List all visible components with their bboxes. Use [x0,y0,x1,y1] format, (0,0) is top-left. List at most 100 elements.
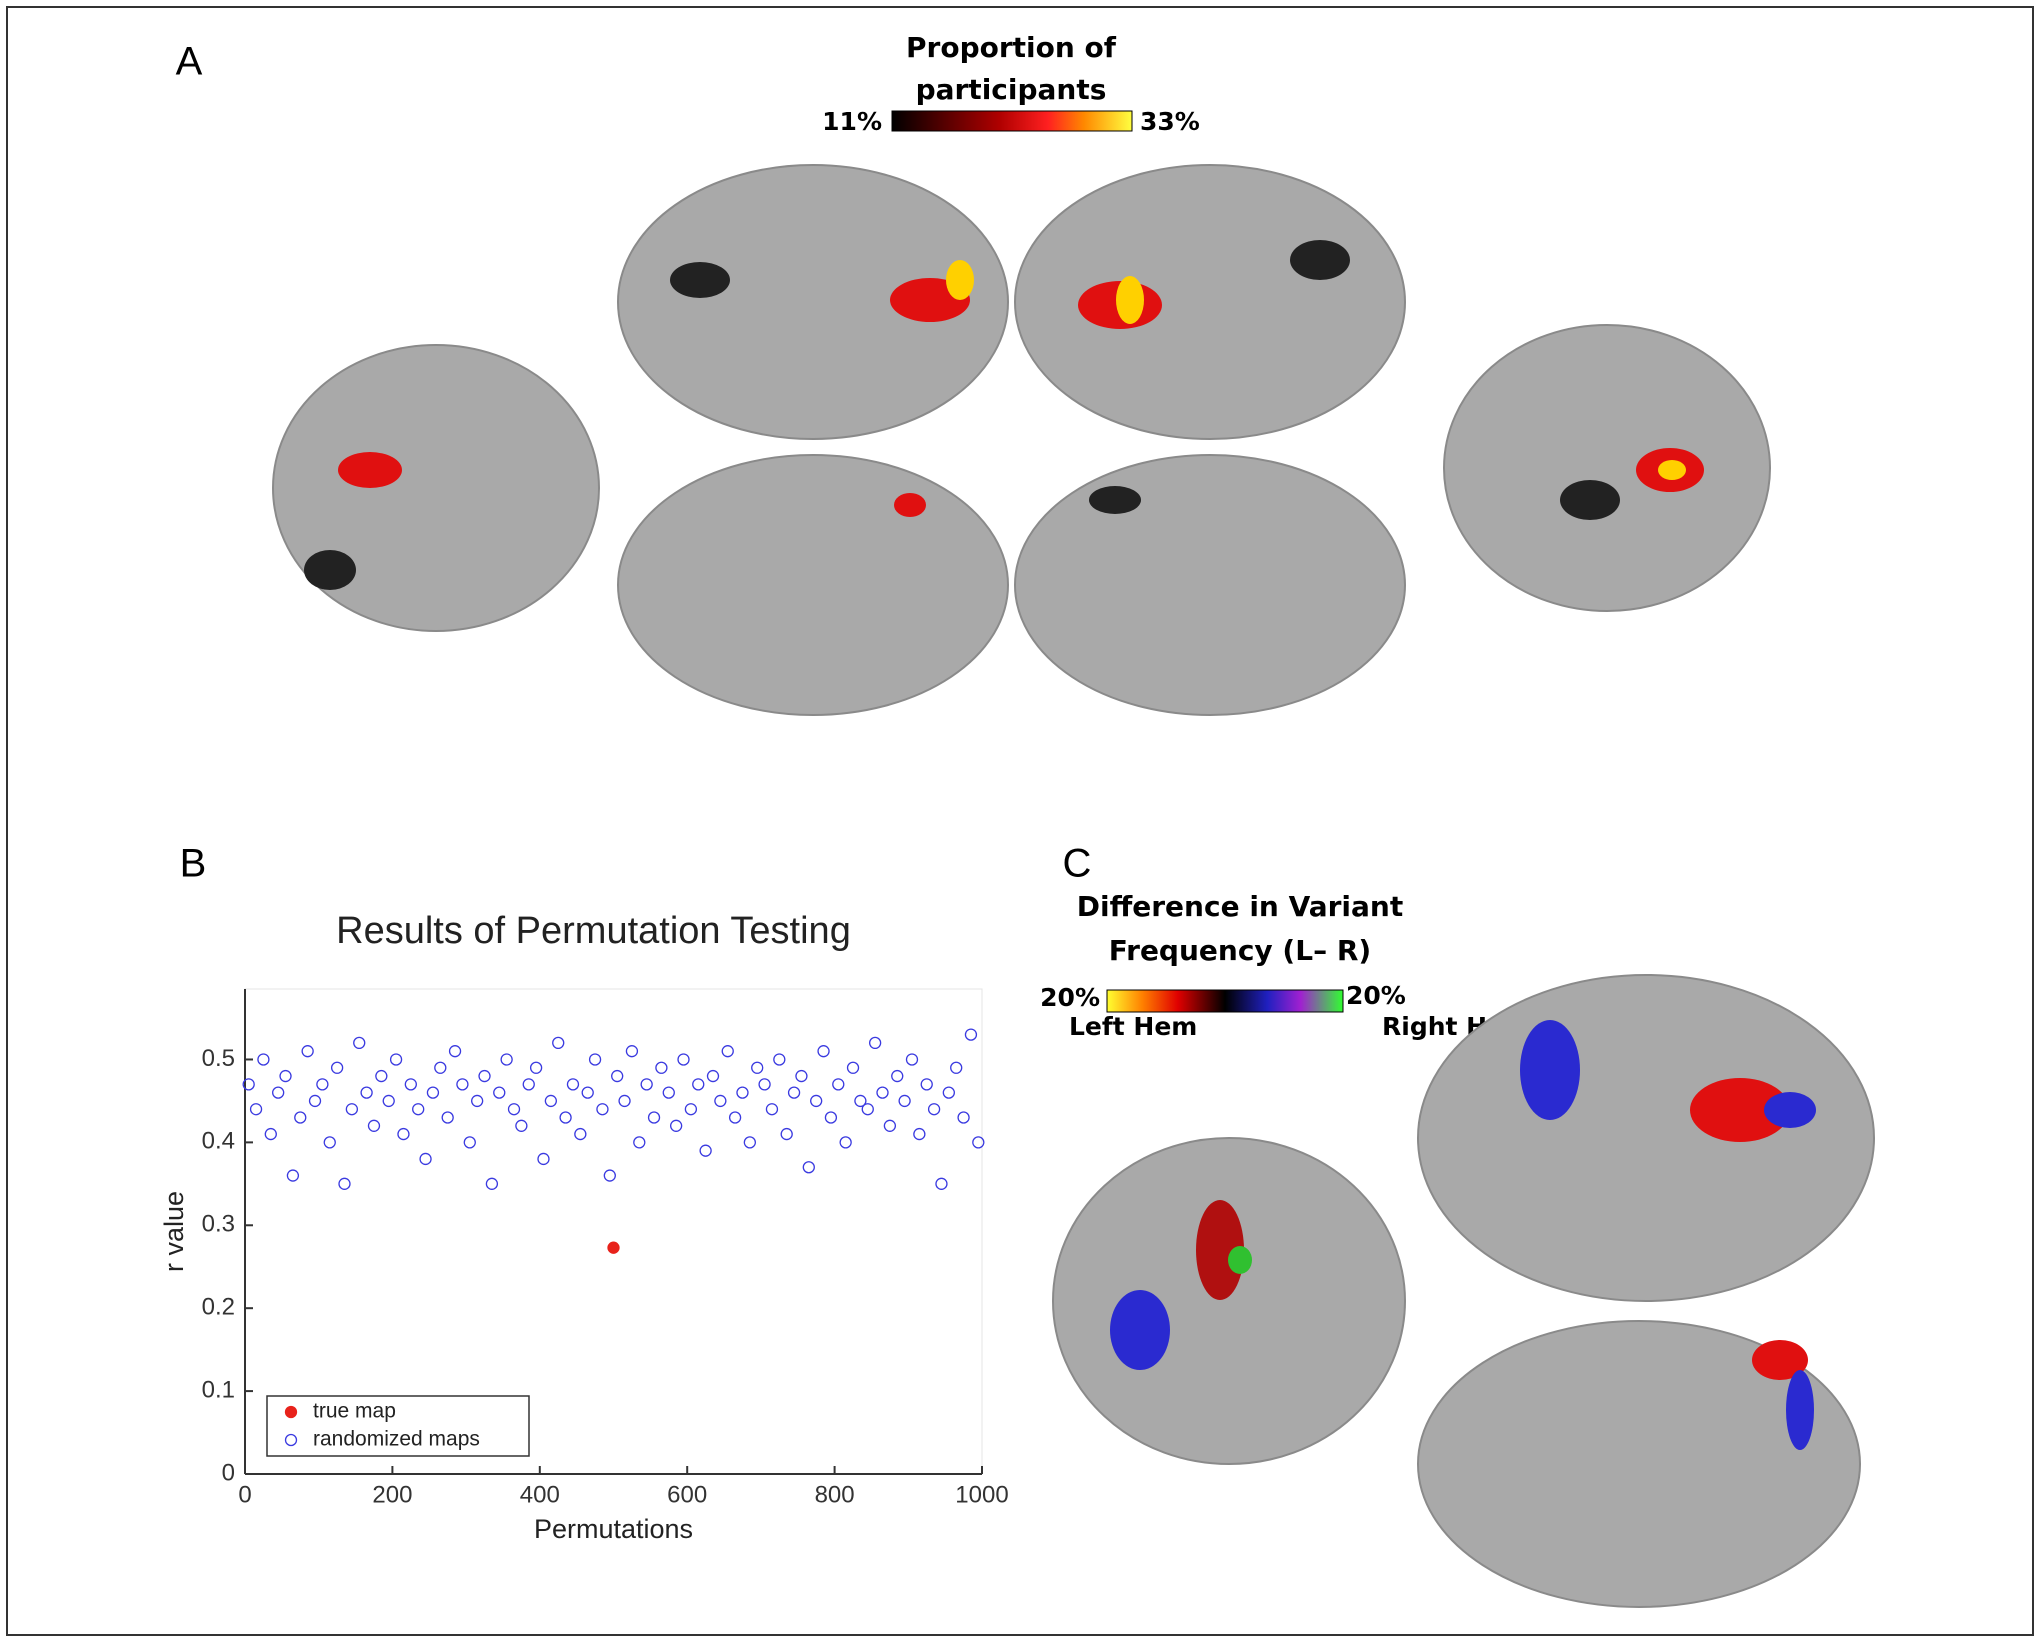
point [891,1069,904,1083]
blob [1290,240,1350,280]
point [559,1111,572,1124]
x-tick-label: 0 [238,1481,251,1508]
blob [304,550,356,590]
point [692,1078,705,1091]
point [795,1069,808,1083]
point [824,1111,838,1124]
point [736,1086,749,1099]
point [611,1069,624,1083]
point [294,1111,307,1124]
y-tick-label: 0.5 [202,1045,235,1072]
point [471,1094,484,1108]
point [655,1061,668,1074]
point [272,1086,285,1099]
point [706,1069,720,1083]
blob [1196,1200,1244,1300]
blob [894,493,926,517]
point [441,1111,454,1124]
point [669,1119,683,1132]
point [662,1086,675,1099]
point [773,1053,786,1066]
blob [1690,1078,1790,1142]
colorbar-label: 20% [1346,981,1406,1010]
colorbar-label: 20% [1040,983,1100,1012]
point [817,1045,830,1058]
brain [1443,324,1771,612]
scatter-chart: Results of Permutation Testing Permutatio… [159,910,1009,1544]
point [618,1094,631,1108]
point [780,1127,793,1141]
point [950,1061,963,1074]
point [544,1094,558,1108]
blob [1110,1290,1170,1370]
blob [1116,276,1144,324]
blob [1752,1340,1808,1380]
colorbar-label: 33% [1140,107,1200,136]
point [434,1061,447,1074]
point [279,1069,292,1083]
point [507,1103,521,1116]
point [404,1078,417,1091]
colorbar-label: 11% [822,107,882,136]
brain [1014,164,1406,440]
point [419,1152,432,1166]
point [463,1136,476,1149]
point [684,1103,698,1116]
point [353,1036,366,1050]
colorbar-title: Proportion of [906,31,1117,64]
blob [1089,486,1141,514]
point-filled [607,1241,620,1254]
point [677,1053,690,1066]
brain [272,344,600,632]
point [389,1053,403,1066]
point [868,1036,882,1050]
brain [617,454,1009,716]
point [920,1078,933,1091]
point [493,1086,506,1099]
colorbar-title: Frequency (L– R) [1109,934,1371,967]
brain [1417,974,1875,1302]
legend-box [266,1395,530,1457]
blob [1520,1020,1580,1120]
point [964,1028,978,1041]
point [957,1111,970,1124]
point [596,1103,609,1116]
point [485,1177,499,1190]
panel-label: B [180,842,207,886]
plot-area [244,988,983,1475]
point [588,1053,602,1066]
point [751,1061,764,1074]
blob [670,262,730,298]
chart-title: Results of Permutation Testing [336,910,851,952]
point [412,1103,425,1116]
figure-border [6,6,2034,1636]
point [625,1045,639,1058]
blob [1764,1092,1816,1128]
legend-label: randomized maps [313,1428,480,1451]
point [810,1094,823,1108]
colorbar-title: participants [916,73,1107,106]
y-tick-label: 0.1 [202,1376,235,1403]
x-tick-label: 400 [520,1481,560,1508]
point [802,1161,815,1174]
point [854,1094,867,1108]
point [552,1036,565,1050]
point [846,1061,860,1074]
y-tick-label: 0 [222,1459,235,1486]
point [330,1061,344,1074]
point [839,1136,852,1149]
x-tick-label: 1000 [955,1481,1008,1508]
legend-symbol [284,1405,298,1419]
point [264,1127,277,1141]
x-axis-label: Permutations [534,1514,693,1544]
point [537,1152,550,1166]
brain [1417,1320,1861,1608]
point [500,1053,513,1066]
colorbar-title: Difference in Variant [1077,890,1404,923]
point [367,1119,381,1132]
point [522,1078,535,1091]
point [382,1094,395,1108]
point [942,1086,955,1099]
point [529,1061,543,1074]
point [743,1136,756,1149]
